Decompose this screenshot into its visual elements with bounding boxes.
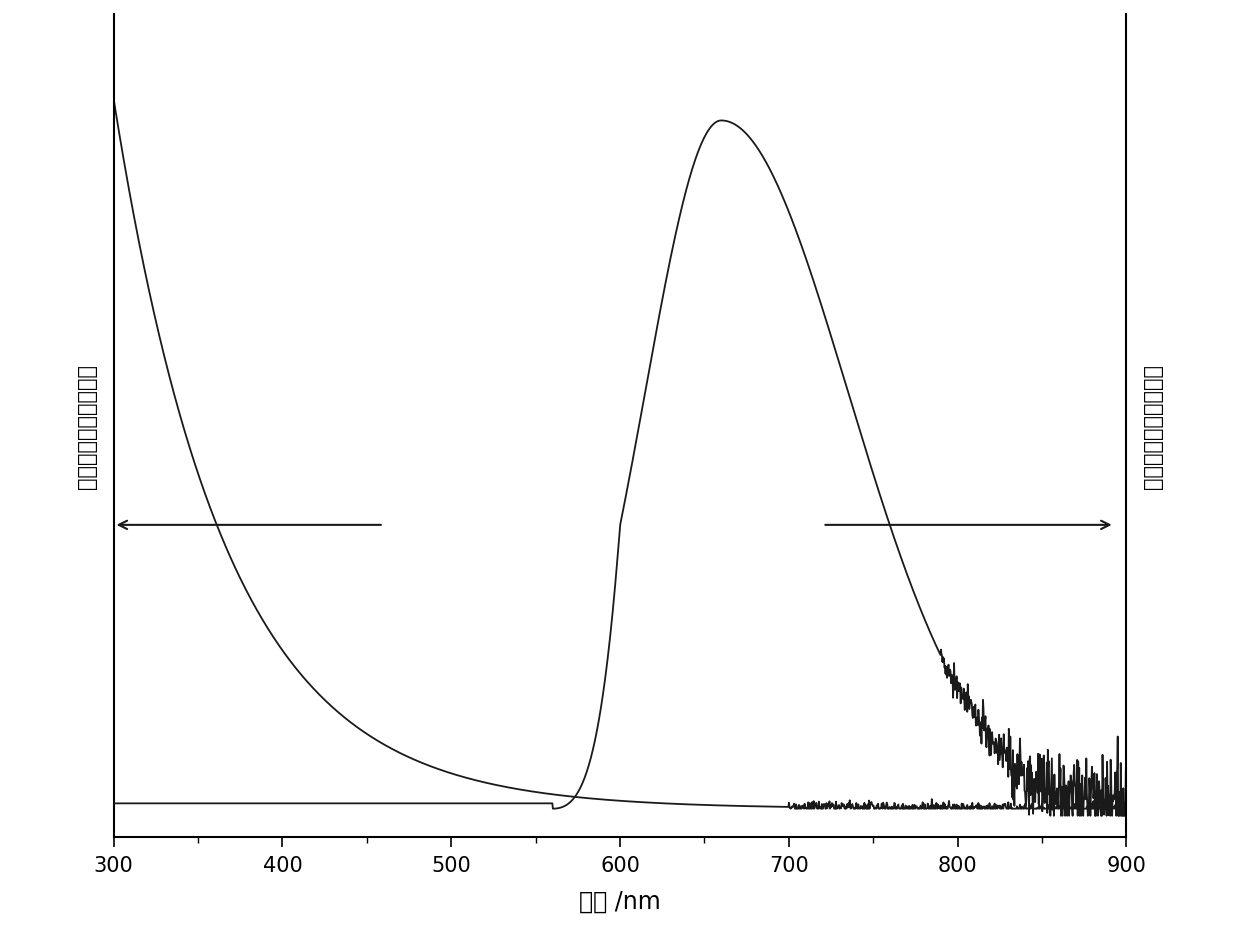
X-axis label: 波长 /nm: 波长 /nm [579,889,661,913]
Y-axis label: 归一化的紫外吸收强度: 归一化的紫外吸收强度 [77,364,97,488]
Y-axis label: 归一化的荧光发射强度: 归一化的荧光发射强度 [1143,364,1163,488]
